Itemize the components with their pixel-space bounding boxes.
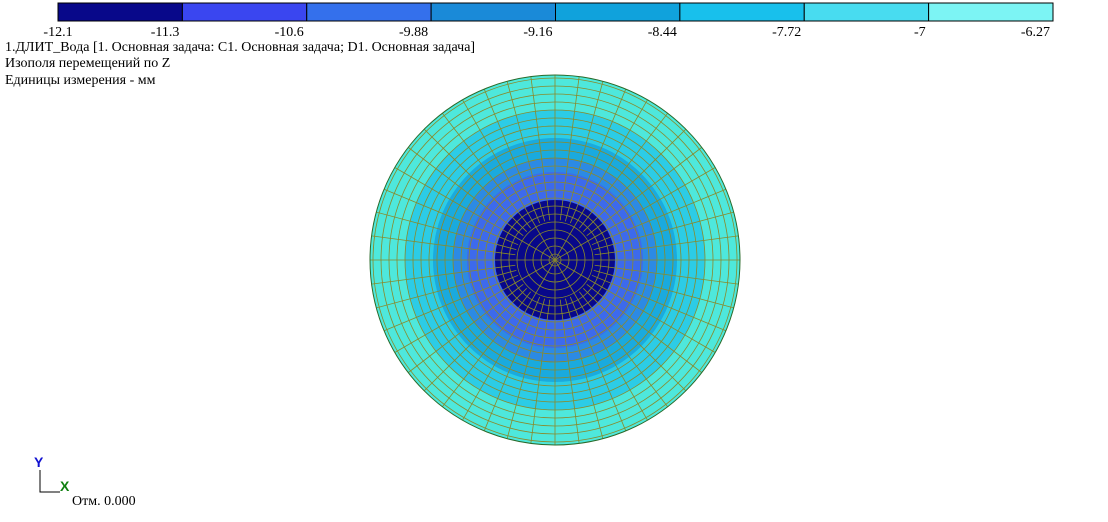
legend-label: -7.72 [772,25,801,40]
mesh-radial [564,81,604,222]
axis-icon: Y X Отм. 0.000 [34,454,136,509]
mesh-radial [371,264,516,285]
mesh-radial [462,99,556,261]
mesh-radial [569,296,627,432]
mesh-radial [462,259,556,421]
mesh-radial [554,167,716,261]
legend-label: -8.44 [648,25,677,40]
mesh-radial [483,296,541,432]
title: 1.ДЛИТ_Вода [1. Основная задача: C1. Осн… [5,40,475,55]
elevation: Отм. 0.000 [72,494,136,509]
mesh-radial [559,299,580,444]
mesh-radial [583,128,687,232]
legend-swatch [430,2,556,22]
mesh-radial [394,167,556,261]
mesh-radial [564,298,604,439]
mesh-radial [442,112,531,229]
legend-swatch [181,2,308,22]
mesh-radial [586,147,703,236]
mesh-radial [594,264,739,285]
mesh-radial [586,284,703,373]
mesh-radial [394,259,556,353]
mesh-radial [407,284,524,373]
legend-label: -7 [914,25,926,40]
legend-label: -11.3 [151,25,180,40]
legend-swatch [57,2,183,22]
model [369,74,741,446]
legend-label: -6.27 [1021,25,1050,40]
mesh-radial [593,211,734,251]
subtitle: Изополя перемещений по Z [5,56,170,71]
mesh-radial [483,88,541,224]
mesh-radial [593,269,734,309]
mesh-radial [554,259,648,421]
mesh-radial [442,291,531,408]
legend-label: -10.6 [275,25,304,40]
legend-swatch [679,2,805,22]
mesh-radial [579,291,668,408]
mesh-radial [423,128,527,232]
mesh-radial [530,299,551,444]
legend-swatch [803,2,930,22]
mesh-radial [579,112,668,229]
legend-label: -9.16 [523,25,552,40]
mesh-radial [383,188,519,246]
mesh-radial [554,99,648,261]
units: Единицы измерения - мм [5,73,156,88]
mesh-radial [559,76,580,221]
mesh-radial [371,235,516,256]
mesh-radial [506,81,546,222]
axis-x: X [60,478,70,494]
mesh-radial [583,288,687,392]
legend-swatch [306,2,432,22]
mesh-radial [383,274,519,332]
mesh-radial [376,211,517,251]
legend-swatch [928,2,1054,22]
mesh-radial [376,269,517,309]
mesh-radial [591,274,727,332]
mesh-radial [569,88,627,224]
mesh-radial [530,76,551,221]
mesh-radial [554,259,716,353]
legend-label: -9.88 [399,25,428,40]
axis-y: Y [34,454,44,470]
mesh-radial [423,288,527,392]
mesh-radial [506,298,546,439]
legend-swatch [555,2,681,22]
mesh-radial [594,235,739,256]
legend-label: -12.1 [43,25,72,40]
mesh-radial [407,147,524,236]
mesh-radial [591,188,727,246]
